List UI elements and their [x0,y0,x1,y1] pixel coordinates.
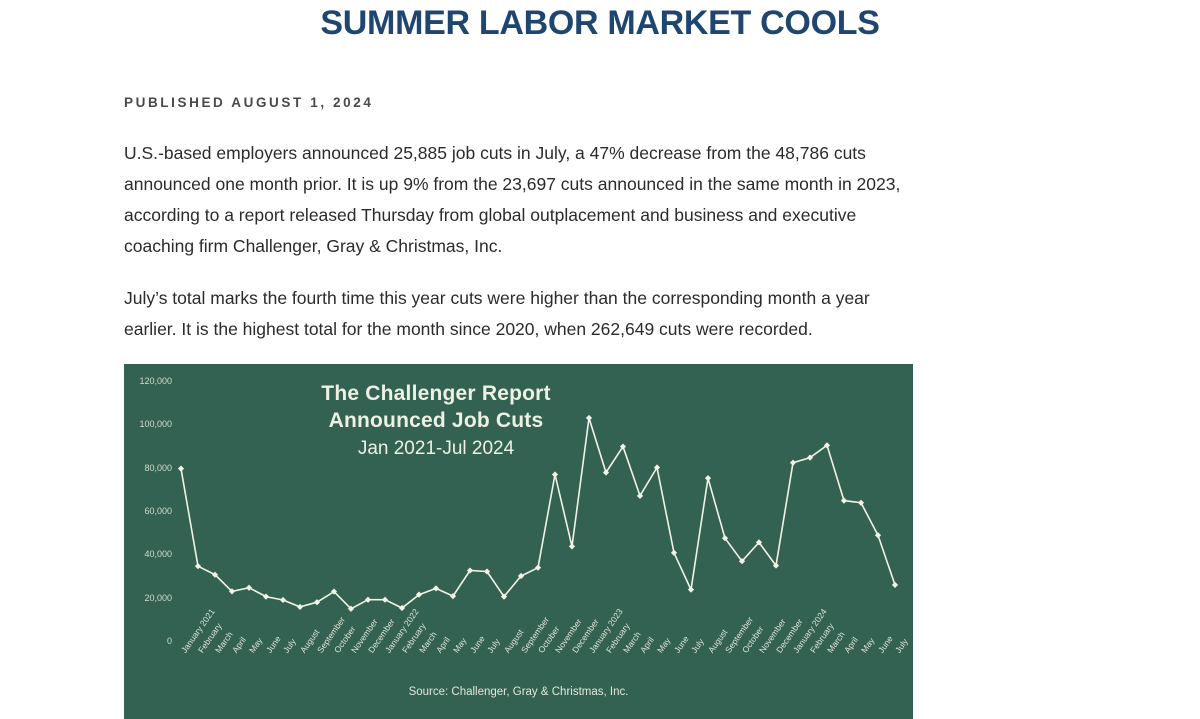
chart-data-point [517,572,525,580]
chart-data-point [347,605,355,612]
chart-data-point [330,588,338,595]
chart-data-point [636,492,644,499]
chart-data-point [364,596,372,603]
chart-data-point [398,604,406,612]
chart-data-point [177,465,185,472]
published-date: PUBLISHED AUGUST 1, 2024 [124,95,374,110]
chart-data-point [721,535,729,542]
article-paragraph-1: U.S.-based employers announced 25,885 jo… [124,143,901,256]
chart-plot-area [124,364,913,719]
chart-data-point [228,588,236,595]
job-cuts-line-chart: The Challenger Report Announced Job Cuts… [124,364,913,719]
x-axis-tick-label: May [655,635,673,655]
y-axis-tick-label: 80,000 [144,462,172,473]
chart-data-point [279,596,287,604]
y-axis-tick-label: 40,000 [144,549,172,560]
y-axis-tick-label: 120,000 [139,376,172,386]
chart-data-point [806,454,814,461]
chart-data-point [313,599,321,606]
chart-x-axis: January 2021 February March April May June Jul… [124,364,913,719]
chart-data-point [415,591,423,598]
chart-data-point [619,443,627,450]
y-axis-tick-label: 60,000 [144,506,172,516]
chart-data-point [262,593,270,600]
chart-data-point [857,499,865,506]
x-axis-tick-label: July [281,636,298,655]
article-paragraph-2: July’s total marks the fourth time this … [124,288,870,339]
chart-data-point [194,563,202,570]
page-title: SUMMER LABOR MARKET COOLS [320,4,880,42]
chart-data-point [823,442,831,449]
chart-data-point [551,471,559,478]
x-axis-tick-label: June [468,633,487,655]
x-axis-tick-label: June [672,633,691,655]
y-axis-tick-label: 20,000 [144,592,172,603]
x-axis-tick-label: May [247,635,265,655]
chart-data-point [772,562,780,569]
chart-data-point [245,584,253,591]
chart-data-point [585,414,593,422]
x-axis-tick-label: May [859,635,877,655]
chart-data-point [891,581,899,589]
chart-data-point [874,532,882,539]
chart-data-point [840,497,848,504]
chart-data-point [466,567,474,574]
x-axis-tick-label: July [689,636,706,655]
y-axis-tick-label: 100,000 [139,419,172,430]
chart-data-point [687,586,695,593]
chart-source: Source: Challenger, Gray & Christmas, In… [408,686,629,698]
x-axis-tick-label: July [893,636,910,655]
x-axis-tick-label: June [264,633,283,655]
chart-data-point [296,603,304,611]
x-axis-tick-label: May [451,635,469,655]
y-axis-tick-label: 0 [166,636,172,646]
chart-data-point [738,558,746,565]
x-axis-tick-label: July [485,636,502,655]
chart-data-point [670,549,678,556]
chart-data-point [500,593,508,600]
x-axis-tick-label: June [876,633,895,655]
